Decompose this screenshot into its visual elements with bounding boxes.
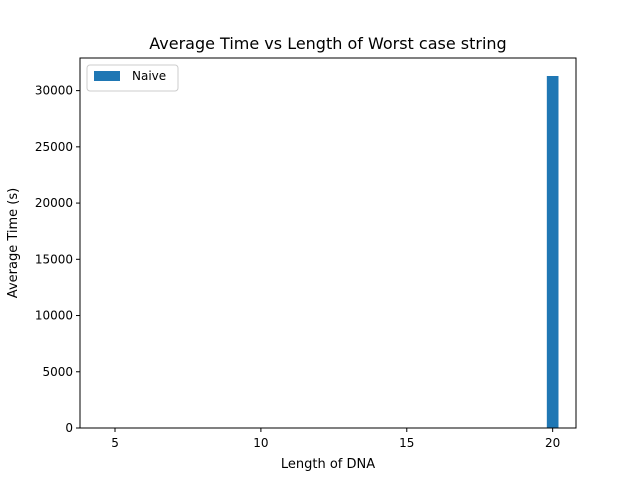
y-tick-label: 5000 [42,365,73,379]
y-tick-label: 20000 [35,196,73,210]
legend-swatch [94,71,120,81]
chart-title: Average Time vs Length of Worst case str… [149,34,506,53]
x-axis-ticks: 5 10 15 20 [111,428,560,450]
y-tick-label: 10000 [35,309,73,323]
x-tick-label: 15 [399,436,414,450]
x-tick-label: 20 [545,436,560,450]
x-tick-label: 5 [111,436,119,450]
y-tick-label: 25000 [35,140,73,154]
x-tick-label: 10 [253,436,268,450]
y-tick-label: 15000 [35,252,73,266]
y-axis-ticks: 0 5000 10000 15000 20000 25000 30000 [35,84,80,435]
y-axis-label: Average Time (s) [6,188,21,298]
x-axis-label: Length of DNA [281,457,375,472]
legend-label: Naive [132,69,166,83]
plot-frame [79,57,577,429]
y-tick-label: 0 [65,421,73,435]
legend: Naive [86,64,179,92]
y-tick-label: 30000 [35,84,73,98]
bar-20 [546,75,559,428]
